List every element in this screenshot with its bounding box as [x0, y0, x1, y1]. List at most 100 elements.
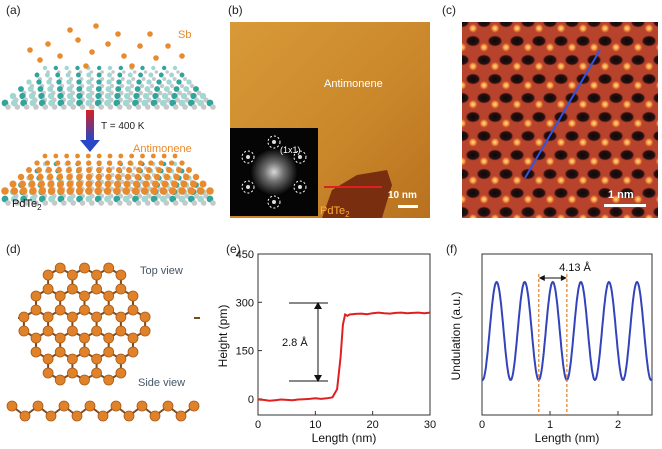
panel-a-label: (a): [6, 3, 21, 17]
sb-atom: [37, 180, 46, 188]
sb-atom: [30, 304, 42, 316]
leed-spot: [297, 185, 302, 189]
atomic-lattice: [446, 0, 658, 218]
sb-atom: [165, 43, 171, 49]
lattice-atom: [534, 23, 544, 34]
lattice-atom: [545, 118, 555, 129]
panel-a: T = 400 K Sb Antimonene PdTe2 (a): [0, 0, 218, 220]
sb-atom: [54, 304, 66, 316]
lattice-hollow: [553, 149, 569, 161]
te-atom: [107, 65, 113, 71]
pd-atom: [120, 77, 125, 81]
lattice-hollow: [465, 0, 481, 9]
te-atom: [37, 86, 44, 92]
lattice-atom: [633, 156, 643, 167]
lattice-atom: [501, 80, 511, 91]
lattice-atom: [611, 156, 621, 167]
te-atom: [169, 72, 175, 78]
sb-atom: [161, 180, 169, 188]
leed-spot-ring: [293, 150, 307, 164]
stm-atomic-image-c: 1 nm: [446, 0, 658, 218]
lattice-atom: [556, 137, 566, 148]
scale-bar-b: [398, 205, 418, 208]
sb-atom: [106, 160, 113, 166]
te-atom: [47, 86, 54, 92]
pd-atom: [147, 90, 153, 96]
sb-atom: [168, 160, 175, 166]
pd-atom: [79, 200, 86, 206]
lattice-hollow: [630, 92, 646, 104]
lattice-hollow: [520, 92, 536, 104]
sb-atom: [151, 180, 160, 188]
process-arrow-head: [80, 140, 100, 152]
sb-atom: [103, 332, 115, 344]
te-atom: [42, 65, 48, 71]
te-atom: [57, 92, 64, 100]
sb-atom: [96, 160, 102, 166]
sb-atom: [42, 353, 54, 365]
lattice-atom: [512, 213, 522, 218]
sb-atom: [30, 346, 42, 358]
pd-atom: [135, 200, 142, 206]
sb-atom: [32, 400, 44, 412]
te-atom: [148, 72, 154, 78]
pd-atom: [100, 77, 105, 81]
pd-atom: [165, 70, 169, 74]
sb-atom: [97, 410, 109, 422]
pd-atom: [154, 70, 159, 74]
pd-atom: [196, 90, 202, 96]
sb-label: Sb: [178, 29, 191, 41]
lattice-hollow: [462, 54, 470, 66]
lattice-hollow: [619, 0, 635, 9]
sb-atom: [26, 167, 32, 173]
lattice-hollow: [553, 73, 569, 85]
lattice-atom: [633, 194, 643, 205]
sb-atom: [180, 180, 188, 188]
panel-b-label: (b): [228, 3, 243, 17]
lattice-hollow: [542, 206, 558, 218]
sb-atom: [42, 325, 54, 337]
undulation-chart: 0 1 2 4.13 Å Length (nm) Undulation (a.u.): [449, 253, 653, 445]
sb-atom: [42, 367, 54, 379]
lattice-hollow: [509, 111, 525, 123]
sb-atom: [139, 311, 151, 323]
pd-atom: [98, 200, 104, 206]
sb-atom: [75, 153, 80, 159]
sb-atom: [54, 374, 66, 386]
lattice-atom: [611, 42, 621, 53]
sb-atom: [85, 187, 93, 195]
lattice-hollow: [531, 111, 547, 123]
sb-atom: [103, 374, 115, 386]
antimonene-title-b: Antimonene: [324, 78, 383, 90]
sb-floating-atoms: [27, 23, 185, 69]
lattice-atom: [512, 137, 522, 148]
lattice-atom: [534, 213, 544, 218]
te-atom: [140, 65, 145, 71]
lattice-atom: [523, 156, 533, 167]
lattice-atom: [523, 42, 533, 53]
lattice-atom: [589, 156, 599, 167]
sb-atom: [55, 160, 61, 166]
pd-atom: [89, 77, 94, 81]
lattice-atom: [446, 99, 456, 109]
lattice-atom: [534, 137, 544, 148]
te-atom: [116, 79, 122, 85]
sb-atom: [179, 160, 185, 166]
pd-atom: [135, 104, 142, 110]
lattice-atom: [501, 156, 511, 167]
leed-center-glow: [250, 148, 298, 196]
y-tick-label: 0: [248, 394, 254, 406]
lattice-atom: [479, 4, 489, 14]
x-tick-label: 30: [424, 419, 436, 431]
lattice-hollow: [652, 168, 658, 180]
pd-atom: [141, 77, 146, 81]
te-atom: [86, 72, 92, 78]
sb-atom: [10, 187, 19, 195]
lattice-atom: [600, 175, 610, 186]
sb-atom: [136, 167, 142, 173]
pd-atom: [128, 90, 134, 96]
te-atom: [96, 65, 102, 71]
te-atom: [180, 92, 188, 100]
pd-atom: [89, 200, 95, 206]
